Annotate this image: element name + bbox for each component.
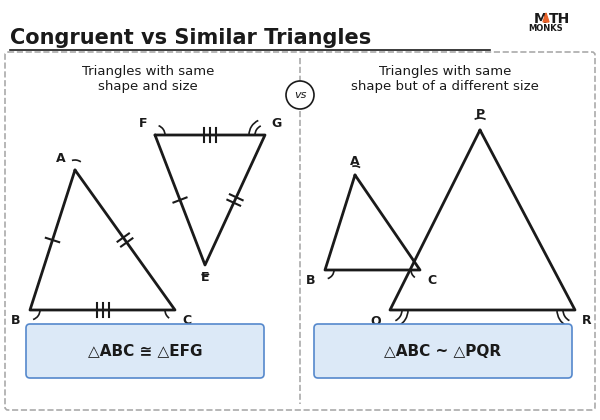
Text: C: C <box>427 274 437 287</box>
Text: TH: TH <box>549 12 570 26</box>
Text: P: P <box>475 108 485 121</box>
Text: B: B <box>11 314 21 327</box>
Text: vs: vs <box>294 90 306 100</box>
Text: R: R <box>582 314 592 327</box>
Text: Triangles with same
shape and size: Triangles with same shape and size <box>82 65 214 93</box>
Text: Congruent vs Similar Triangles: Congruent vs Similar Triangles <box>10 28 371 48</box>
Text: Triangles with same
shape but of a different size: Triangles with same shape but of a diffe… <box>351 65 539 93</box>
FancyBboxPatch shape <box>314 324 572 378</box>
Polygon shape <box>543 13 549 22</box>
Circle shape <box>286 81 314 109</box>
Text: MONKS: MONKS <box>529 24 563 33</box>
Text: △ABC ~ △PQR: △ABC ~ △PQR <box>385 344 502 359</box>
Text: B: B <box>306 274 316 287</box>
FancyBboxPatch shape <box>26 324 264 378</box>
Text: M: M <box>534 12 548 26</box>
Text: △ABC ≅ △EFG: △ABC ≅ △EFG <box>88 344 202 359</box>
FancyBboxPatch shape <box>5 52 595 410</box>
Text: G: G <box>272 117 282 130</box>
Text: Q: Q <box>371 314 382 327</box>
Text: F: F <box>139 117 147 130</box>
Text: C: C <box>182 314 191 327</box>
Text: A: A <box>350 155 360 168</box>
Text: A: A <box>56 152 66 165</box>
Text: E: E <box>201 271 209 284</box>
